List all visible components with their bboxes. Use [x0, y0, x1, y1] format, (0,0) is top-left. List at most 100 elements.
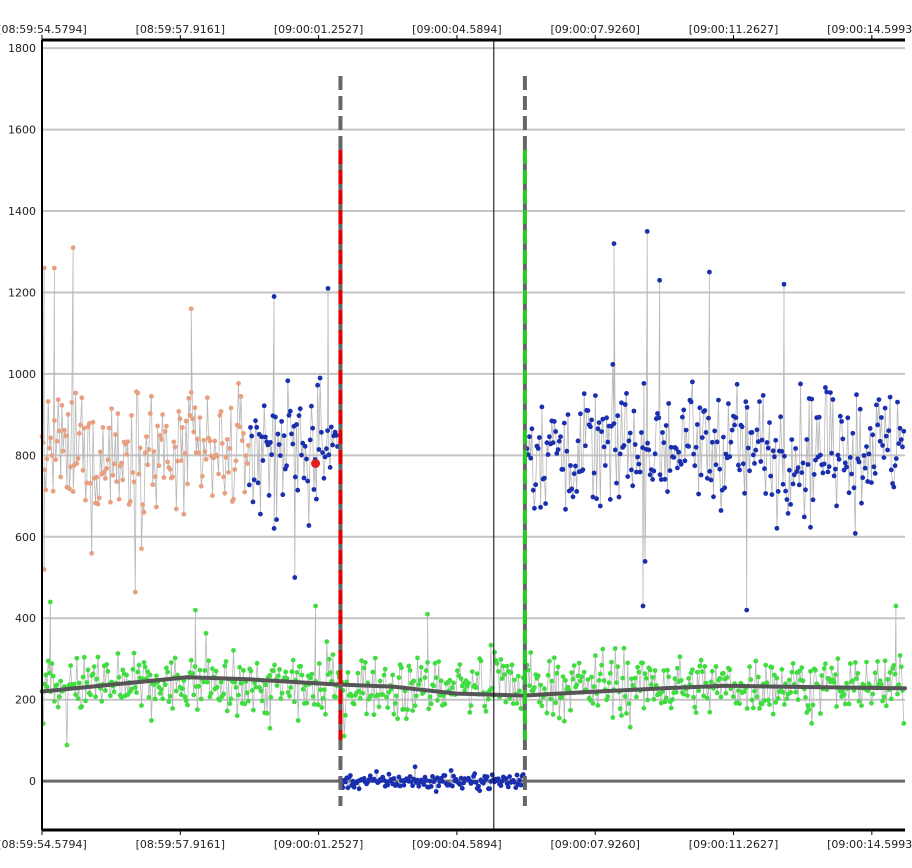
- data-point: [47, 445, 52, 451]
- data-point: [554, 670, 560, 676]
- data-point: [311, 487, 317, 492]
- data-point: [590, 494, 596, 500]
- data-point: [796, 668, 802, 674]
- data-point: [665, 667, 670, 673]
- data-point: [647, 472, 653, 478]
- data-point: [763, 491, 769, 496]
- data-point: [423, 778, 429, 783]
- data-point: [747, 468, 752, 474]
- data-point: [565, 412, 571, 417]
- data-point: [875, 659, 880, 664]
- data-point: [105, 668, 111, 674]
- data-point: [866, 451, 872, 457]
- data-point: [130, 666, 136, 672]
- y-tick-label: 800: [15, 449, 36, 462]
- data-point: [263, 434, 268, 440]
- data-point: [253, 418, 258, 424]
- data-point: [589, 674, 594, 680]
- data-point: [376, 704, 382, 710]
- data-point: [721, 434, 726, 440]
- data-point: [416, 682, 422, 687]
- data-point: [580, 467, 586, 473]
- data-point: [816, 414, 822, 420]
- data-point: [833, 466, 838, 472]
- data-point: [93, 694, 98, 700]
- data-point: [173, 688, 179, 694]
- data-point: [407, 774, 413, 779]
- data-point: [754, 427, 760, 433]
- data-point: [593, 653, 598, 658]
- data-point: [875, 422, 880, 428]
- data-point: [49, 661, 55, 666]
- data-point: [619, 713, 624, 718]
- marker-layer[interactable]: [338, 76, 527, 806]
- data-point: [813, 667, 818, 673]
- data-point: [861, 453, 867, 458]
- data-point: [879, 415, 884, 420]
- data-point: [357, 695, 363, 701]
- data-point: [585, 408, 591, 413]
- data-point: [891, 484, 897, 490]
- data-point: [793, 689, 798, 695]
- data-point: [404, 716, 409, 722]
- data-point: [473, 685, 479, 691]
- data-point: [244, 690, 250, 696]
- data-point: [897, 653, 903, 658]
- data-point: [90, 671, 96, 677]
- data-point: [692, 704, 698, 710]
- data-point: [678, 677, 684, 683]
- data-point: [113, 432, 118, 437]
- data-point: [482, 703, 488, 709]
- data-point: [739, 424, 745, 430]
- data-point: [160, 412, 166, 417]
- data-point: [249, 433, 255, 439]
- data-point: [324, 639, 330, 644]
- data-point: [50, 673, 56, 679]
- data-point: [789, 669, 795, 675]
- data-point: [267, 725, 273, 731]
- data-point: [742, 689, 747, 694]
- data-point: [898, 437, 904, 442]
- data-point: [578, 411, 583, 417]
- data-point: [548, 696, 553, 702]
- data-point: [328, 670, 333, 675]
- data-point: [392, 701, 398, 706]
- data-point: [601, 678, 607, 683]
- data-point: [221, 691, 227, 697]
- data-point: [775, 696, 781, 701]
- data-point: [727, 667, 733, 673]
- data-point: [859, 500, 864, 506]
- data-point: [627, 724, 633, 730]
- data-point: [227, 446, 233, 451]
- data-point: [136, 471, 142, 477]
- data-point: [505, 784, 511, 790]
- data-point: [742, 490, 747, 496]
- data-point: [348, 773, 353, 778]
- data-point: [597, 671, 603, 677]
- data-point: [702, 408, 708, 413]
- data-point: [514, 701, 520, 706]
- series-line: [41, 247, 249, 593]
- data-point: [556, 715, 562, 721]
- data-point: [655, 411, 660, 416]
- data-point: [286, 412, 292, 418]
- data-point: [170, 474, 176, 480]
- data-point: [289, 669, 295, 675]
- data-point: [529, 426, 535, 432]
- data-point: [539, 703, 545, 709]
- data-point: [854, 392, 859, 398]
- data-point: [477, 788, 483, 794]
- data-point: [864, 659, 869, 665]
- data-point: [694, 422, 700, 427]
- series-points: [39, 229, 907, 794]
- data-point: [187, 413, 193, 418]
- data-point: [621, 645, 627, 651]
- data-point: [234, 713, 240, 719]
- data-point: [753, 447, 759, 453]
- data-point: [690, 379, 695, 385]
- data-point: [385, 782, 391, 788]
- data-point: [250, 499, 256, 505]
- data-point: [459, 785, 465, 791]
- data-point: [770, 448, 776, 454]
